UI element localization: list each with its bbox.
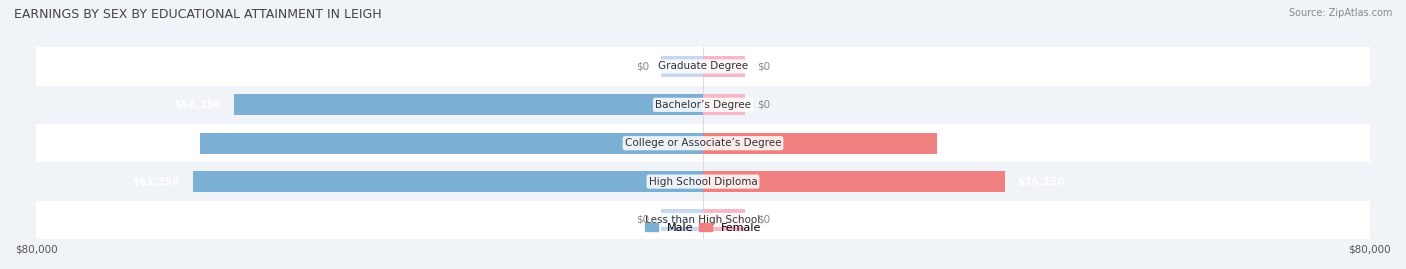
Bar — [703, 209, 745, 231]
Text: $36,250: $36,250 — [1018, 176, 1066, 187]
Bar — [37, 47, 1369, 86]
Bar — [703, 94, 745, 115]
Bar — [703, 133, 938, 154]
Bar — [37, 162, 1369, 201]
Bar — [235, 94, 703, 115]
Bar — [200, 133, 703, 154]
Bar — [193, 171, 703, 192]
Text: High School Diploma: High School Diploma — [648, 176, 758, 187]
Bar — [37, 201, 1369, 239]
Text: $0: $0 — [636, 61, 648, 72]
Text: $0: $0 — [636, 215, 648, 225]
Text: Less than High School: Less than High School — [645, 215, 761, 225]
Text: EARNINGS BY SEX BY EDUCATIONAL ATTAINMENT IN LEIGH: EARNINGS BY SEX BY EDUCATIONAL ATTAINMEN… — [14, 8, 381, 21]
Bar — [661, 56, 703, 77]
Text: $0: $0 — [758, 100, 770, 110]
Text: $56,250: $56,250 — [174, 100, 222, 110]
Bar — [37, 124, 1369, 162]
Legend: Male, Female: Male, Female — [640, 218, 766, 238]
Text: $60,417: $60,417 — [139, 138, 187, 148]
Text: $0: $0 — [758, 61, 770, 72]
Bar — [37, 86, 1369, 124]
Text: Bachelor’s Degree: Bachelor’s Degree — [655, 100, 751, 110]
Text: $28,125: $28,125 — [950, 138, 997, 148]
Bar — [661, 209, 703, 231]
Text: $61,250: $61,250 — [132, 176, 180, 187]
Text: College or Associate’s Degree: College or Associate’s Degree — [624, 138, 782, 148]
Bar — [703, 56, 745, 77]
Text: Graduate Degree: Graduate Degree — [658, 61, 748, 72]
Bar — [703, 171, 1005, 192]
Text: $0: $0 — [758, 215, 770, 225]
Text: Source: ZipAtlas.com: Source: ZipAtlas.com — [1288, 8, 1392, 18]
